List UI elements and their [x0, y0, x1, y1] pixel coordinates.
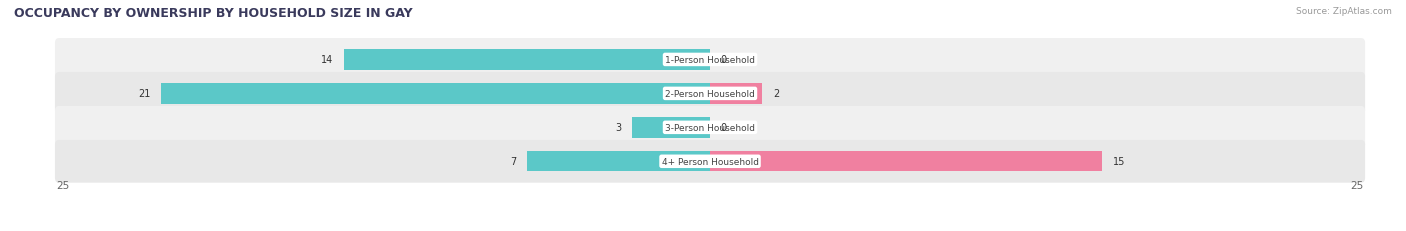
- Bar: [710, 152, 1102, 172]
- FancyBboxPatch shape: [55, 106, 1365, 149]
- FancyBboxPatch shape: [55, 39, 1365, 82]
- FancyBboxPatch shape: [55, 73, 1365, 115]
- Text: 25: 25: [1351, 180, 1364, 190]
- Text: 14: 14: [321, 55, 333, 65]
- Text: OCCUPANCY BY OWNERSHIP BY HOUSEHOLD SIZE IN GAY: OCCUPANCY BY OWNERSHIP BY HOUSEHOLD SIZE…: [14, 7, 413, 20]
- Text: 2-Person Household: 2-Person Household: [665, 89, 755, 98]
- Text: 4+ Person Household: 4+ Person Household: [662, 157, 758, 166]
- Bar: [527, 152, 710, 172]
- Text: 1-Person Household: 1-Person Household: [665, 56, 755, 65]
- Bar: [710, 84, 762, 104]
- Bar: [631, 118, 710, 138]
- Text: 3: 3: [614, 123, 621, 133]
- Text: 0: 0: [720, 55, 727, 65]
- FancyBboxPatch shape: [55, 140, 1365, 183]
- Text: 15: 15: [1112, 157, 1125, 167]
- Text: 2: 2: [773, 89, 779, 99]
- Text: 3-Person Household: 3-Person Household: [665, 123, 755, 132]
- Text: Source: ZipAtlas.com: Source: ZipAtlas.com: [1296, 7, 1392, 16]
- Text: 25: 25: [56, 180, 69, 190]
- Text: 0: 0: [720, 123, 727, 133]
- Bar: [344, 50, 710, 70]
- Text: 7: 7: [510, 157, 516, 167]
- Legend: Owner-occupied, Renter-occupied: Owner-occupied, Renter-occupied: [602, 229, 818, 231]
- Bar: [160, 84, 710, 104]
- Text: 21: 21: [138, 89, 150, 99]
